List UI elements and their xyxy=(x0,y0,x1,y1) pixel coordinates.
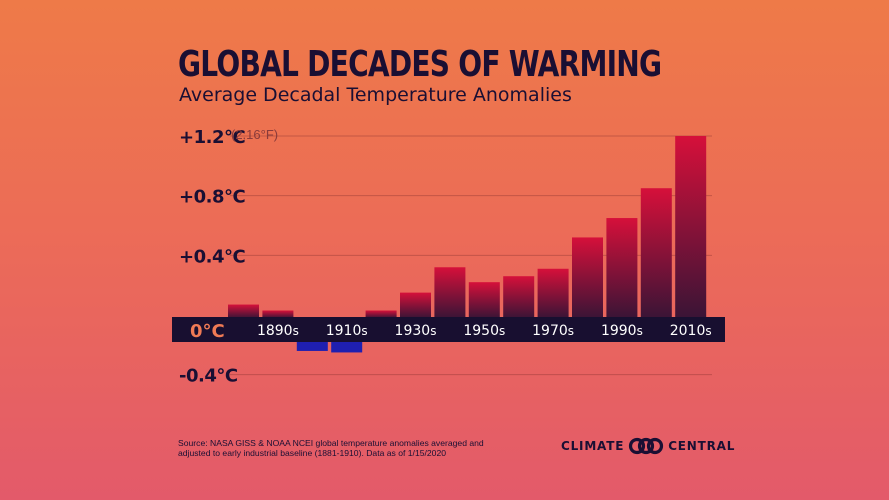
zero-axis-band: 0°C 1890s 1910s 1930s 1950s 1970s 1990s 2010s xyxy=(172,317,725,342)
y-tick-label: +0.4°C xyxy=(179,246,245,267)
bar xyxy=(228,304,259,318)
y-tick-label: +1.2°C xyxy=(179,127,245,148)
logo-mark-icon xyxy=(629,437,664,455)
climate-central-logo: CLIMATE CENTRAL xyxy=(561,436,735,456)
y-tick-label: -0.4°C xyxy=(179,366,238,387)
bar xyxy=(400,292,431,318)
chart-title: GLOBAL DECADES OF WARMING xyxy=(178,44,662,85)
gridlines xyxy=(230,135,712,376)
bar xyxy=(503,276,535,318)
bar xyxy=(468,282,500,318)
brand-left-text: CLIMATE xyxy=(561,439,625,453)
bar xyxy=(296,340,328,351)
zero-label: 0°C xyxy=(190,321,225,342)
bar xyxy=(262,310,294,318)
y-tick-label: +0.8°C xyxy=(179,187,245,208)
x-tick-label: 1950s xyxy=(463,323,505,339)
x-tick-label: 1990s xyxy=(601,323,643,339)
bar xyxy=(640,188,672,318)
bar xyxy=(365,310,397,318)
x-tick-label: 1910s xyxy=(326,323,368,339)
x-tick-label: 1890s xyxy=(257,323,299,339)
bar xyxy=(537,268,569,318)
bar xyxy=(606,218,638,318)
y-tick-fahrenheit-note: (2.16°F) xyxy=(231,127,278,142)
source-note: Source: NASA GISS & NOAA NCEI global tem… xyxy=(178,438,484,458)
chart-subtitle: Average Decadal Temperature Anomalies xyxy=(179,84,572,106)
bar xyxy=(572,237,603,318)
x-tick-label: 2010s xyxy=(670,323,712,339)
bars xyxy=(228,136,707,353)
x-tick-label: 1970s xyxy=(532,323,574,339)
y-axis-labels: +1.2°C(2.16°F) +0.8°C +0.4°C -0.4°C xyxy=(179,127,278,387)
zero-axis-strip xyxy=(172,317,725,342)
bar xyxy=(434,267,466,318)
brand-right-text: CENTRAL xyxy=(668,439,736,453)
bar xyxy=(331,340,363,353)
x-tick-label: 1930s xyxy=(395,323,437,339)
bar xyxy=(675,136,707,318)
